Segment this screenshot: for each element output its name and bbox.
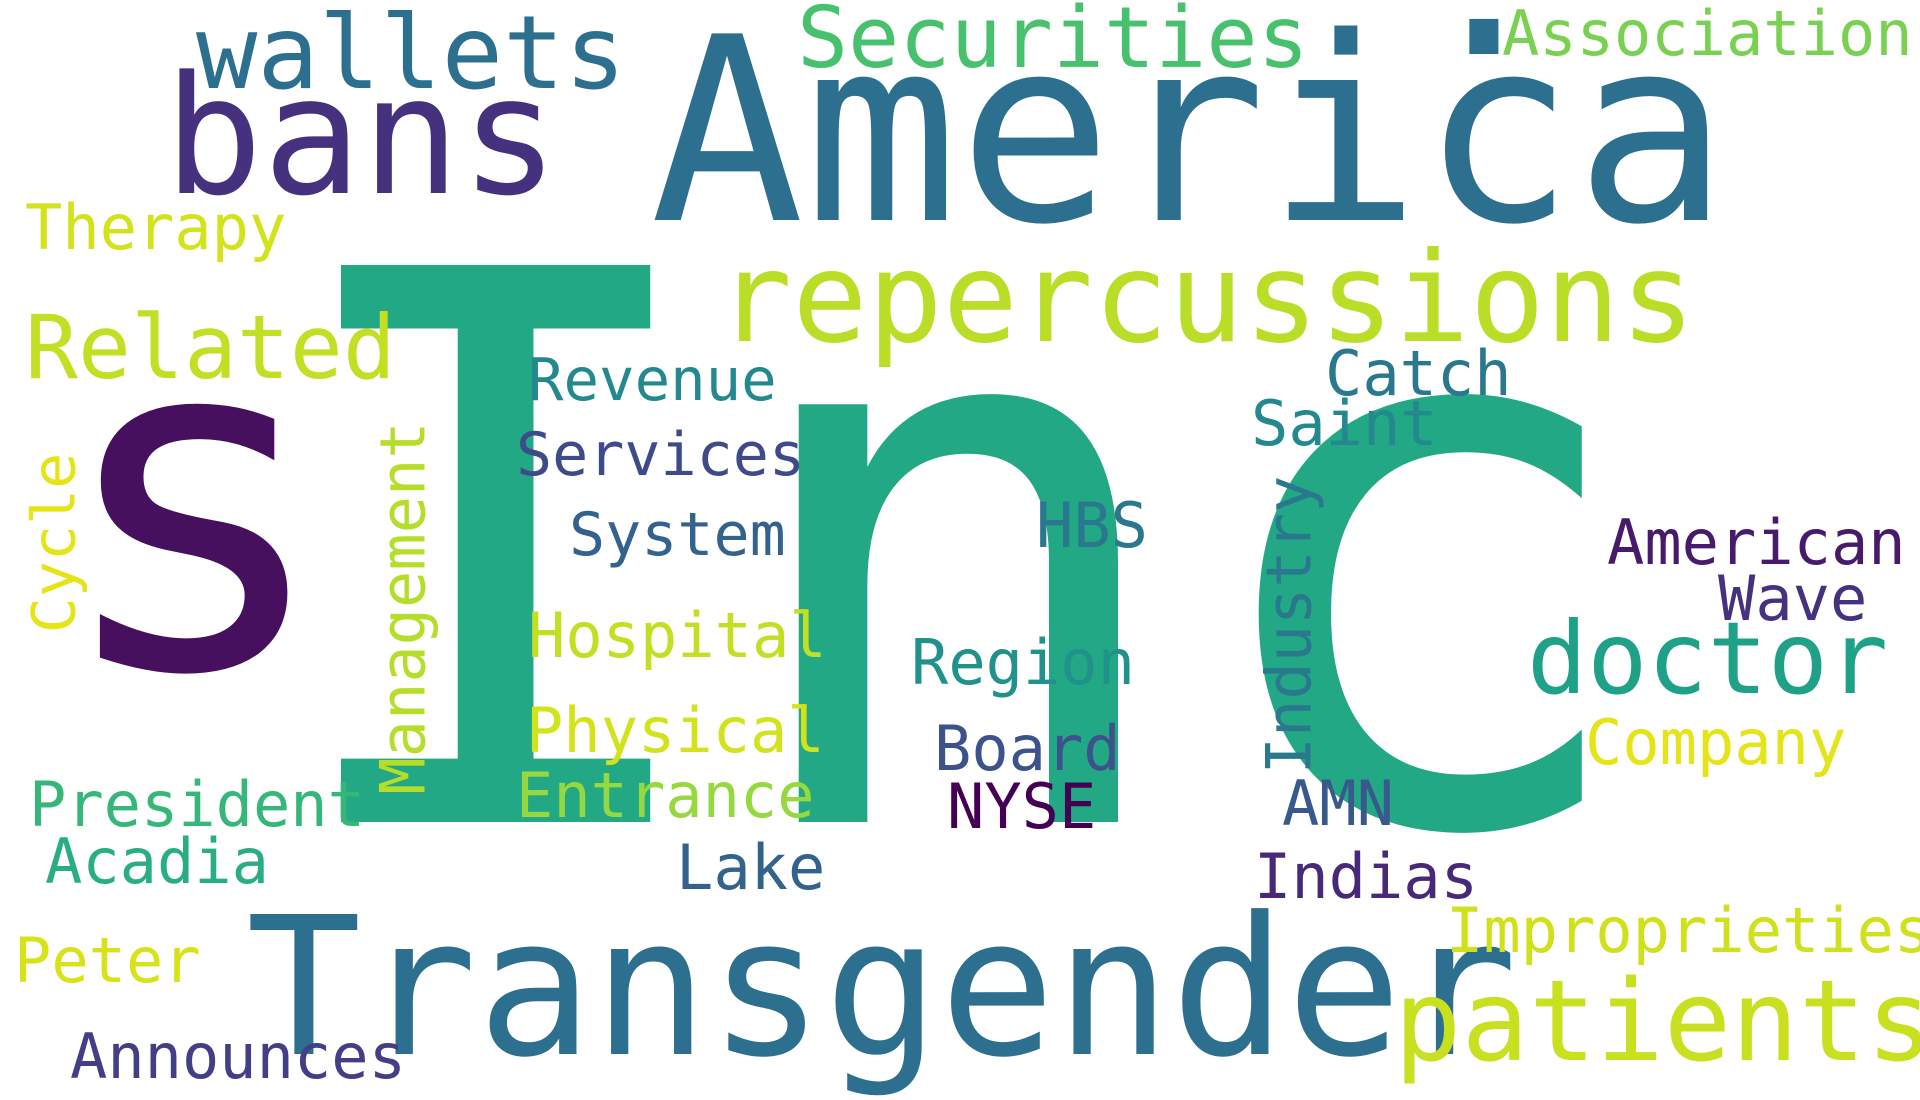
word-company: Company bbox=[1585, 706, 1847, 779]
word-indias: Indias bbox=[1254, 840, 1478, 913]
word-peter: Peter bbox=[14, 924, 201, 997]
word-doctor: doctor bbox=[1527, 600, 1889, 717]
word-wallets: wallets bbox=[196, 0, 626, 113]
word-transgender: Transgender bbox=[246, 877, 1518, 1100]
word-nyse: NYSE bbox=[947, 770, 1097, 843]
word-cycle: Cycle bbox=[19, 452, 90, 634]
word-announces: Announces bbox=[70, 1020, 406, 1093]
word-president: President bbox=[29, 768, 365, 841]
word-bans: bans bbox=[164, 41, 559, 232]
word-revenue: Revenue bbox=[528, 345, 777, 414]
word-dot: . bbox=[1413, 0, 1555, 91]
word-inc: Inc bbox=[266, 114, 1646, 1003]
word-wave: Wave bbox=[1718, 562, 1868, 635]
word-system: System bbox=[569, 500, 786, 570]
word-association: Association bbox=[1502, 0, 1913, 70]
word-amn: AMN bbox=[1282, 767, 1394, 840]
word-repercussions: repercussions bbox=[717, 226, 1696, 371]
word-entrance: Entrance bbox=[516, 759, 815, 832]
word-patients: patients bbox=[1394, 957, 1920, 1087]
word-america: America bbox=[650, 0, 1729, 281]
word-board: Board bbox=[934, 712, 1121, 785]
word-region: Region bbox=[911, 626, 1135, 699]
word-physical: Physical bbox=[526, 694, 825, 767]
word-lake: Lake bbox=[676, 831, 826, 904]
word-securities: Securities bbox=[797, 0, 1309, 88]
word-related: Related bbox=[25, 296, 396, 399]
word-american: American bbox=[1607, 506, 1906, 579]
word-management: Management bbox=[366, 421, 440, 795]
word-services: Services bbox=[516, 420, 805, 490]
word-saint: Saint bbox=[1251, 387, 1438, 460]
word-acadia: Acadia bbox=[45, 825, 269, 898]
word-improprieties: Improprieties bbox=[1446, 894, 1920, 967]
word-therapy: Therapy bbox=[25, 191, 287, 264]
word-hospital: Hospital bbox=[528, 599, 827, 672]
word-industry: Industry bbox=[1252, 475, 1326, 775]
word-s: s bbox=[51, 231, 334, 778]
word-catch: Catch bbox=[1325, 337, 1512, 410]
word-hbs: HBS bbox=[1036, 489, 1148, 562]
